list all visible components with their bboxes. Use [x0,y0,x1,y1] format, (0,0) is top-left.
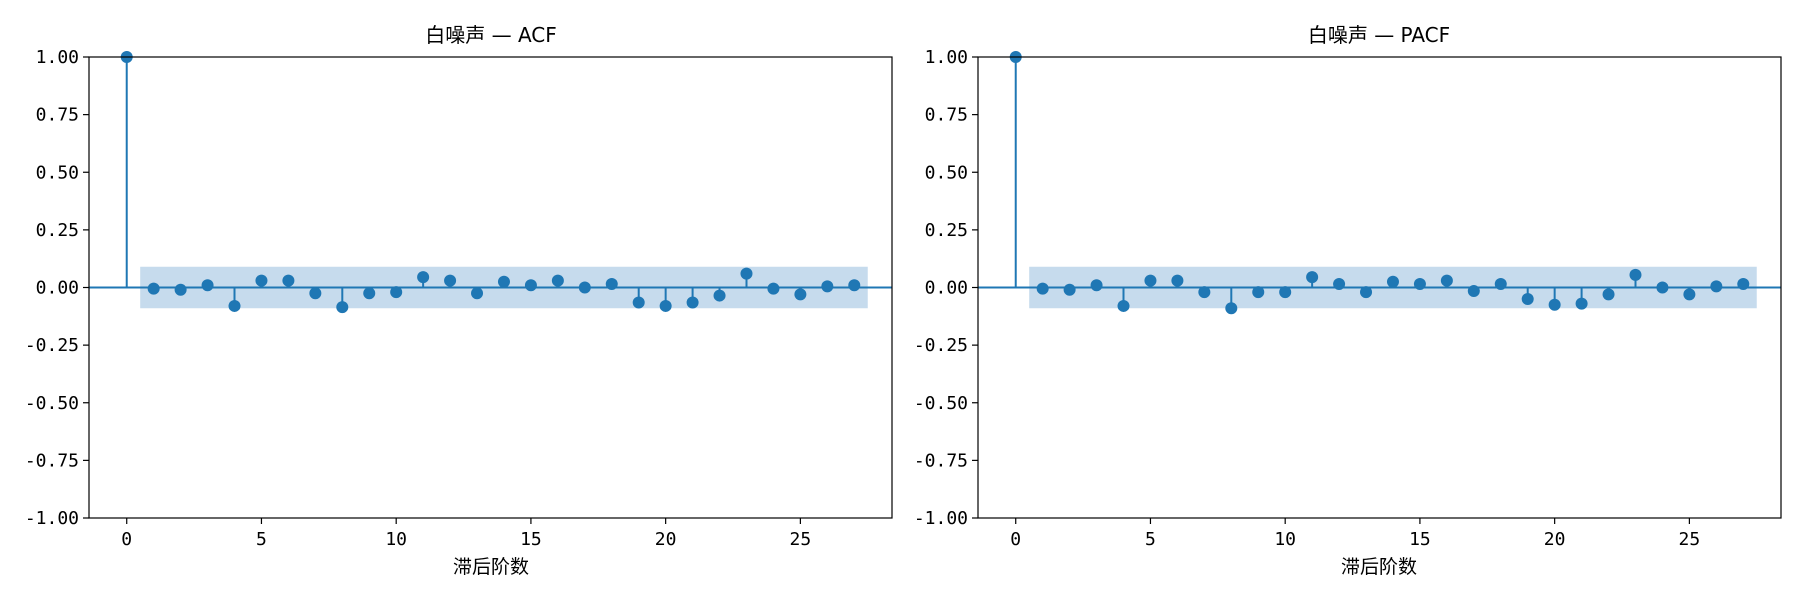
pacf-point [1333,278,1346,291]
acf-point [740,267,753,280]
acf-point [228,299,241,312]
acf-point [524,279,537,292]
acf-point [336,301,349,314]
pacf-point [1090,279,1103,292]
pacf-y-tick-label: -0.50 [914,393,968,414]
pacf-stems-layer [978,51,1781,315]
acf-y-tick-label: 1.00 [36,47,79,68]
acf-point [390,286,403,299]
acf-point [794,288,807,301]
pacf-point [1656,281,1669,294]
acf-point [174,283,187,296]
acf-point [659,299,672,312]
pacf-y-tick-label: -0.25 [914,335,968,356]
acf-y-tick-label: 0.00 [36,278,79,299]
pacf-point [1521,293,1534,306]
acf-panel: 白噪声 — ACF -1.00 -0.75 -0.50 -0.25 0.00 0.25 0.… [25,23,893,578]
acf-point [471,287,484,300]
pacf-xlabel: 滞后阶数 [1341,556,1417,578]
pacf-point [1063,283,1076,296]
pacf-point [1225,302,1238,315]
pacf-y-tick-label: -1.00 [914,508,968,529]
pacf-x-tick-label: 0 [1010,529,1021,550]
acf-point [686,296,699,309]
acf-point [282,274,295,287]
pacf-point [1198,286,1211,299]
acf-point [497,275,510,288]
pacf-point [1629,268,1642,281]
acf-y-tick-label: 0.75 [36,105,79,126]
acf-point [848,279,861,292]
acf-stems-layer [89,51,892,314]
pacf-y-tick-label: 0.00 [925,278,968,299]
pacf-point [1252,286,1265,299]
acf-x-tick-label: 15 [520,529,542,550]
pacf-x-tick-label: 10 [1274,529,1296,550]
pacf-x-tick-label: 5 [1145,529,1156,550]
pacf-y-tick-label: -0.75 [914,450,968,471]
pacf-x-tick-label: 20 [1544,529,1566,550]
pacf-panel: 白噪声 — PACF -1.00 -0.75 -0.50 -0.25 0.00 0.25 0… [914,23,1782,578]
acf-point [821,280,834,293]
acf-y-tick-label: -1.00 [25,508,79,529]
pacf-point [1575,297,1588,310]
acf-point [255,274,268,287]
acf-x-tick-label: 10 [385,529,407,550]
pacf-y-tick-label: 0.50 [925,162,968,183]
pacf-point [1440,274,1453,287]
acf-x-tick-label: 0 [121,529,132,550]
acf-point [605,278,618,291]
acf-point [551,274,564,287]
pacf-axes-layer: -1.00 -0.75 -0.50 -0.25 0.00 0.25 0.50 0.75 1.00… [914,47,1782,550]
acf-point [417,271,430,284]
pacf-point [1467,284,1480,297]
pacf-x-tick-label: 15 [1409,529,1431,550]
pacf-point [1306,271,1319,284]
pacf-point [1602,288,1615,301]
pacf-point [1279,286,1292,299]
acf-x-tick-label: 5 [256,529,267,550]
pacf-point [1117,299,1130,312]
acf-y-tick-label: -0.75 [25,450,79,471]
pacf-point [1171,274,1184,287]
acf-point [767,282,780,295]
acf-point [578,281,591,294]
acf-point [201,279,214,292]
pacf-point [1683,288,1696,301]
acf-x-tick-label: 20 [655,529,677,550]
acf-xlabel: 滞后阶数 [453,556,529,578]
acf-point [632,296,645,309]
pacf-y-tick-label: 1.00 [925,47,968,68]
pacf-point [1494,278,1507,291]
acf-point [363,287,376,300]
acf-title: 白噪声 — ACF [425,23,557,47]
pacf-point [1036,282,1049,295]
pacf-point [1548,298,1561,311]
acf-y-tick-label: 0.50 [36,162,79,183]
pacf-point [1737,278,1750,291]
pacf-title: 白噪声 — PACF [1308,23,1450,47]
pacf-y-tick-label: 0.75 [925,105,968,126]
acf-point [713,289,726,302]
acf-y-tick-label: -0.50 [25,393,79,414]
acf-point [444,274,457,287]
acf-axes-layer: -1.00 -0.75 -0.50 -0.25 0.00 0.25 0.50 0.75 1.00… [25,47,893,550]
acf-y-tick-label: -0.25 [25,335,79,356]
acf-y-tick-label: 0.25 [36,220,79,241]
pacf-point [1386,275,1399,288]
pacf-x-tick-label: 25 [1679,529,1701,550]
pacf-y-tick-label: 0.25 [925,220,968,241]
pacf-point [1413,278,1426,291]
acf-x-tick-label: 25 [790,529,812,550]
pacf-point [1710,280,1723,293]
pacf-point [1144,274,1157,287]
pacf-point [1360,286,1373,299]
acf-point [147,282,160,295]
acf-point [309,287,322,300]
